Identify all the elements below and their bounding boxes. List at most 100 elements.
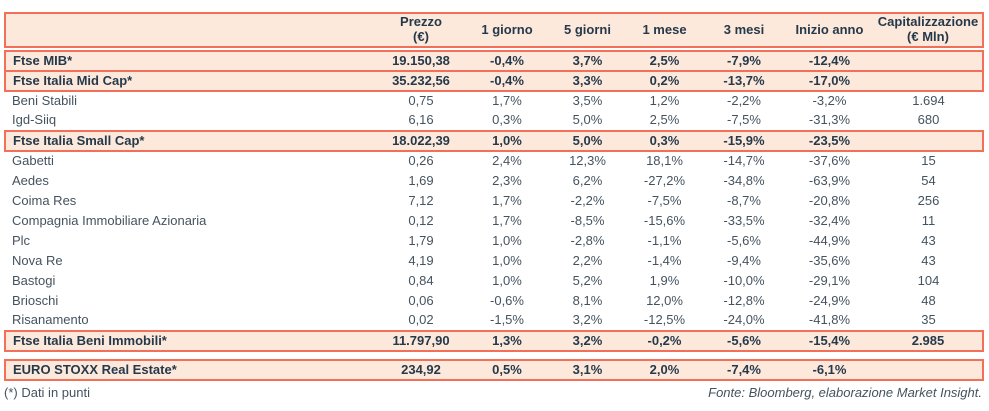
header-3-mesi: 3 mesi	[703, 12, 785, 48]
row-value: -12,4%	[785, 50, 874, 72]
header-1-giorno: 1 giorno	[465, 12, 549, 48]
row-value: 6,2%	[572, 172, 603, 188]
row-name: Ftse Italia Beni Immobili*	[4, 330, 377, 352]
row-value: -7,9%	[703, 50, 785, 72]
table-row: Bastogi 0,84 1,0% 5,2% 1,9% -10,0% -29,1% 104	[5, 271, 983, 291]
row-value: 3,1%	[549, 359, 626, 381]
table-row: EURO STOXX Real Estate* 234,92 0,5% 3,1% 2,0…	[4, 359, 984, 381]
row-value: 5,0%	[572, 112, 603, 128]
row-value: -31,3%	[808, 112, 851, 128]
header-capitalizzazione: Capitalizzazione (€ Mln)	[874, 12, 984, 48]
row-value: 12,0%	[646, 292, 683, 308]
row-name: Nova Re	[12, 252, 63, 268]
row-value: 1,69	[408, 172, 434, 188]
row-value: 0,84	[408, 272, 434, 288]
row-value: 15	[921, 153, 936, 169]
row-value: 1,0%	[492, 232, 522, 248]
row-value: -23,5%	[785, 130, 874, 152]
row-value: 2,0%	[626, 359, 703, 381]
row-value: 0,3%	[626, 130, 703, 152]
row-value: 0,5%	[465, 359, 549, 381]
row-value: -14,7%	[723, 153, 765, 169]
row-value: -13,7%	[703, 70, 785, 92]
table-row: Compagnia Immobiliare Azionaria 0,12 1,7% -…	[5, 211, 983, 231]
row-name: Coima Res	[12, 192, 77, 208]
row-value: 18.022,39	[377, 130, 465, 152]
row-value	[874, 359, 984, 381]
row-value: -8,5%	[570, 212, 605, 228]
row-value: 43	[921, 252, 936, 268]
row-value	[874, 130, 984, 152]
row-name: Beni Stabili	[12, 93, 78, 109]
row-value: -8,7%	[727, 192, 761, 208]
row-value: 7,12	[408, 192, 434, 208]
row-value: -9,4%	[727, 252, 761, 268]
row-value: 1,9%	[649, 272, 680, 288]
table-footer: (*) Dati in punti Fonte: Bloomberg, elab…	[4, 385, 982, 400]
row-value: -24,0%	[723, 312, 765, 328]
header-name	[4, 12, 377, 48]
page: Prezzo (€) 1 giorno 5 giorni 1 mese 3 me…	[4, 12, 984, 400]
row-value: -1,4%	[647, 252, 682, 268]
row-value: -1,5%	[490, 312, 524, 328]
row-value: -7,5%	[727, 112, 761, 128]
market-table: Prezzo (€) 1 giorno 5 giorni 1 mese 3 me…	[4, 12, 984, 381]
row-value: 1.694	[912, 93, 945, 109]
header-prezzo-label: Prezzo	[400, 14, 442, 30]
row-value: 54	[921, 172, 936, 188]
row-value: 3,3%	[549, 70, 626, 92]
row-value: -15,6%	[643, 212, 686, 228]
row-value: 35	[921, 312, 936, 328]
row-value: 11.797,90	[377, 330, 465, 352]
header-row: Prezzo (€) 1 giorno 5 giorni 1 mese 3 me…	[4, 12, 984, 48]
row-value	[874, 50, 984, 72]
row-value: -33,5%	[723, 212, 765, 228]
row-value: 1,0%	[492, 272, 522, 288]
row-value: 2,5%	[626, 50, 703, 72]
header-inizio-anno: Inizio anno	[785, 12, 874, 48]
row-name: EURO STOXX Real Estate*	[4, 359, 377, 381]
row-value: 2,3%	[492, 172, 522, 188]
table-row: Beni Stabili 0,75 1,7% 3,5% 1,2% -2,2% -3,2% 1.…	[5, 91, 983, 111]
row-value: 2,2%	[572, 252, 603, 268]
table-row: Brioschi 0,06 -0,6% 8,1% 12,0% -12,8% -24,9% 48	[5, 291, 983, 311]
table-row: Aedes 1,69 2,3% 6,2% -27,2% -34,8% -63,9% 54	[5, 171, 983, 191]
row-value: 0,12	[408, 212, 434, 228]
row-value: -0,2%	[626, 330, 703, 352]
row-value: 1,7%	[492, 192, 522, 208]
row-value: -6,1%	[785, 359, 874, 381]
row-value: -15,4%	[785, 330, 874, 352]
row-name: Ftse MIB*	[4, 50, 377, 72]
row-value: 0,75	[408, 93, 434, 109]
row-value: -34,8%	[723, 172, 765, 188]
row-value: -0,4%	[465, 50, 549, 72]
header-1-mese: 1 mese	[626, 12, 703, 48]
row-name: Compagnia Immobiliare Azionaria	[12, 212, 207, 228]
row-value: 1,0%	[465, 130, 549, 152]
row-value: 18,1%	[646, 153, 683, 169]
row-value: 0,2%	[626, 70, 703, 92]
row-value: 1,7%	[492, 212, 522, 228]
row-value: -12,8%	[723, 292, 765, 308]
row-name: Igd-Siiq	[12, 112, 57, 128]
row-value: -0,4%	[465, 70, 549, 92]
row-name: Risanamento	[12, 312, 89, 328]
row-value: 8,1%	[572, 292, 603, 308]
row-value: 4,19	[408, 252, 434, 268]
row-value: 1,7%	[492, 93, 522, 109]
table-row: Ftse Italia Mid Cap* 35.232,56 -0,4% 3,3% 0,…	[4, 70, 984, 92]
row-value: 1,79	[408, 232, 434, 248]
row-value: 3,2%	[549, 330, 626, 352]
table-body: Ftse MIB* 19.150,38 -0,4% 3,7% 2,5% -7,9% -12,…	[4, 47, 984, 381]
row-value: -15,9%	[703, 130, 785, 152]
row-value: -0,6%	[490, 292, 524, 308]
row-value: 6,16	[408, 112, 434, 128]
table-row: Ftse Italia Beni Immobili* 11.797,90 1,3% 3…	[4, 330, 984, 352]
row-value: -27,2%	[643, 172, 686, 188]
row-value: 3,5%	[572, 93, 603, 109]
row-value: -35,6%	[808, 252, 851, 268]
table-row: Gabetti 0,26 2,4% 12,3% 18,1% -14,7% -37,6% 15	[5, 151, 983, 171]
row-value: -12,5%	[643, 312, 686, 328]
row-value	[874, 70, 984, 92]
row-value: -29,1%	[808, 272, 851, 288]
